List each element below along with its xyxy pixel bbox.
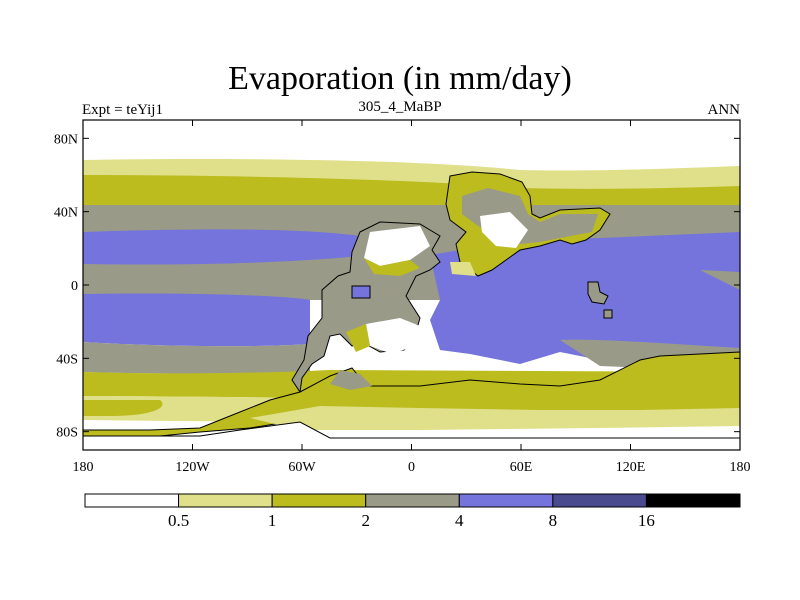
y-tick-label: 0 xyxy=(71,279,78,294)
season-label: ANN xyxy=(707,102,741,118)
north-east-olive xyxy=(470,250,496,272)
colorbar-level-label: 16 xyxy=(638,511,655,530)
colorbar-swatch xyxy=(271,493,367,508)
east-ocean-blue xyxy=(430,232,740,364)
experiment-label: Expt = teYij1 xyxy=(82,102,163,118)
desert-west xyxy=(364,226,430,266)
colorbar-level-label: 1 xyxy=(268,511,277,530)
colorbar-swatch xyxy=(458,493,554,508)
colorbar-swatch xyxy=(178,493,273,508)
desert-south-olive xyxy=(346,324,370,352)
lake-blue xyxy=(351,285,371,299)
band-south-blue xyxy=(83,293,310,347)
y-tick-label: 40S xyxy=(56,352,78,367)
y-tick-label: 80S xyxy=(56,426,78,441)
continent-south-grey xyxy=(330,370,372,390)
x-tick-label: 180 xyxy=(73,460,94,475)
y-tick-label: 40N xyxy=(54,206,78,221)
island-east xyxy=(587,281,609,305)
north-east-light xyxy=(450,262,476,276)
y-tick-label: 80N xyxy=(54,132,78,147)
continent-south-light xyxy=(250,406,740,430)
desert-south xyxy=(366,318,420,354)
x-tick-label: 60W xyxy=(288,460,316,475)
band-south-olive-2 xyxy=(83,400,163,416)
colorbar-swatch xyxy=(84,493,180,508)
colorbar-level-label: 0.5 xyxy=(168,511,189,530)
colorbar-level-label: 8 xyxy=(549,511,558,530)
y-axis: 80N 40N 0 40S 80S xyxy=(54,132,740,441)
colorbar-swatch xyxy=(552,493,647,508)
evaporation-field xyxy=(83,120,740,450)
colorbar-level-label: 2 xyxy=(361,511,370,530)
band-north-blue xyxy=(83,229,360,265)
x-tick-label: 120W xyxy=(175,460,210,475)
colorbar-swatch xyxy=(365,493,460,508)
island-east-2 xyxy=(603,309,613,319)
colorbar-level-label: 4 xyxy=(455,511,464,530)
colorbar: 0.5 1 2 4 8 16 xyxy=(84,493,741,530)
antarctica xyxy=(83,421,740,450)
colorbar-swatch xyxy=(645,493,741,508)
x-tick-label: 0 xyxy=(408,460,415,475)
x-tick-label: 180 xyxy=(730,460,751,475)
x-tick-label: 120E xyxy=(616,460,646,475)
north-east-desert xyxy=(480,212,528,248)
band-south-grey xyxy=(83,342,310,374)
x-axis: 180 120W 60W 0 60E 120E 180 xyxy=(73,120,751,475)
x-tick-label: 60E xyxy=(510,460,533,475)
chart-title: Evaporation (in mm/day) xyxy=(228,60,572,97)
desert-west-olive xyxy=(364,258,420,276)
period-label: 305_4_MaBP xyxy=(358,99,442,115)
